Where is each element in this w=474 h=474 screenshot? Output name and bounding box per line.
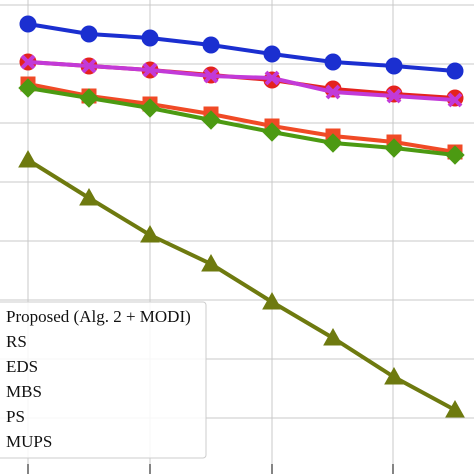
marker <box>323 327 343 346</box>
marker <box>324 53 342 71</box>
marker <box>445 399 465 418</box>
marker <box>201 110 221 130</box>
legend-box <box>0 301 207 459</box>
marker <box>141 29 159 47</box>
marker <box>18 149 38 168</box>
legend-label: Proposed (Alg. 2 + MODI) <box>6 307 191 326</box>
marker <box>385 57 403 75</box>
marker <box>203 68 219 84</box>
marker <box>80 25 98 43</box>
legend-label: MBS <box>6 382 42 401</box>
marker <box>386 88 402 104</box>
marker <box>18 78 38 98</box>
series-line <box>27 60 456 102</box>
marker <box>79 88 99 108</box>
marker <box>202 36 220 54</box>
marker <box>142 62 158 78</box>
marker <box>81 58 97 74</box>
marker <box>323 133 343 153</box>
marker <box>19 15 37 33</box>
marker <box>140 224 160 243</box>
marker <box>79 187 99 206</box>
marker <box>445 145 465 165</box>
marker <box>263 45 281 63</box>
marker <box>140 98 160 118</box>
marker <box>201 253 221 272</box>
series-line <box>27 86 456 157</box>
legend-label: MUPS <box>6 432 52 451</box>
series-line <box>27 22 456 73</box>
marker <box>264 70 280 86</box>
marker <box>325 84 341 100</box>
marker <box>384 138 404 158</box>
marker <box>446 62 464 80</box>
legend-label: PS <box>6 407 25 426</box>
marker <box>262 122 282 142</box>
series-line <box>27 82 456 154</box>
legend-label: RS <box>6 332 27 351</box>
marker <box>447 92 463 108</box>
legend-label: EDS <box>6 357 38 376</box>
marker <box>384 366 404 385</box>
series-line <box>26 158 456 412</box>
marker <box>20 54 36 70</box>
marker <box>262 291 282 310</box>
